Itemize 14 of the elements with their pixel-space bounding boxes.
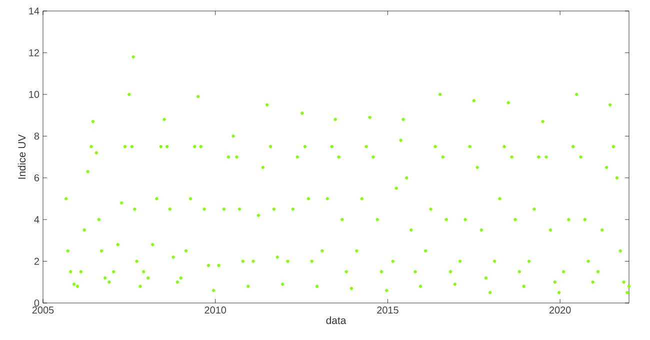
y-tick-label: 6 — [34, 174, 40, 182]
x-tick-label: 2020 — [549, 306, 571, 314]
y-tick-label: 14 — [29, 8, 40, 14]
y-tick-label: 4 — [34, 216, 40, 223]
x-tick-label: 2005 — [32, 306, 54, 314]
x-tick-label: 2010 — [204, 306, 226, 314]
x-tick-label: 2015 — [377, 306, 398, 314]
x-axis-title: data — [326, 316, 346, 324]
y-tick-label: 12 — [29, 49, 39, 56]
y-tick-label: 8 — [34, 132, 40, 140]
y-tick-label: 10 — [29, 90, 40, 98]
y-tick-label: 2 — [34, 258, 39, 265]
y-tick-label: 0 — [34, 299, 40, 307]
y-axis-title: Indice UV — [18, 134, 26, 179]
